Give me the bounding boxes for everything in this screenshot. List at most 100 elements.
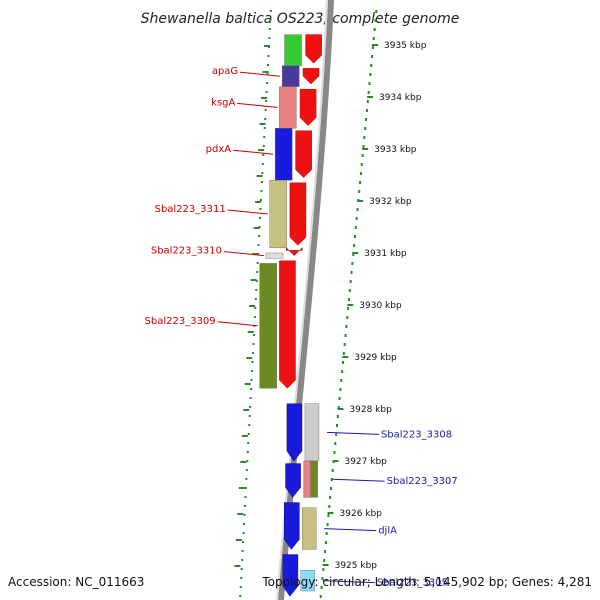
gene-block-Sbal223_3305 — [300, 570, 315, 592]
kbp-label: 3934 kbp — [379, 93, 422, 103]
gene-label-leader — [332, 478, 385, 482]
minor-tick — [235, 539, 242, 541]
ruler-dot — [259, 217, 262, 219]
ruler-dot — [351, 262, 354, 265]
cds-arrows — [279, 34, 322, 597]
ruler-dot — [333, 451, 336, 454]
gene-block-unnamed — [303, 460, 311, 498]
kbp-label: 3925 kbp — [335, 561, 378, 571]
ruler-dot — [347, 307, 350, 310]
kbp-label: 3928 kbp — [349, 405, 392, 415]
ruler-dot — [239, 595, 242, 597]
ruler-dot — [368, 82, 371, 85]
ruler-dot — [252, 334, 255, 336]
ruler-dot — [244, 496, 247, 498]
ruler-dot — [327, 514, 330, 517]
ruler-dot — [242, 532, 245, 534]
ruler-dot — [330, 487, 333, 490]
ruler-dot — [240, 568, 243, 570]
ruler-dot — [342, 352, 345, 355]
ruler-dot — [256, 262, 259, 264]
ruler-dot — [249, 406, 252, 408]
ruler-dot — [241, 559, 244, 561]
ruler-dot — [324, 541, 327, 544]
minor-tick — [259, 123, 266, 125]
ruler-dot — [247, 442, 250, 444]
ruler-dot — [259, 208, 262, 210]
cds-arrow-red — [279, 260, 296, 389]
ruler-dot — [338, 397, 341, 400]
gene-block-ksgA — [279, 86, 297, 129]
ruler-dot — [341, 370, 344, 373]
ruler-dot — [322, 568, 325, 571]
ruler-dot — [251, 361, 254, 363]
ruler-dot — [239, 586, 242, 588]
ruler-dot — [331, 469, 334, 472]
ruler-dot — [353, 244, 356, 247]
ruler-dot — [241, 550, 244, 552]
ruler-dot — [340, 379, 343, 382]
ruler-dot — [321, 577, 324, 580]
ruler-dot — [243, 514, 246, 516]
ruler-dot — [336, 415, 339, 418]
gene-features-left — [259, 34, 302, 389]
ruler-dot — [330, 478, 333, 481]
ruler-dot — [371, 55, 374, 58]
genome-title: Shewanella baltica OS223, complete genom… — [141, 11, 460, 27]
ruler-dot — [262, 154, 265, 156]
minor-tick — [240, 461, 247, 463]
minor-tick — [241, 435, 248, 437]
ruler-dot — [254, 307, 257, 309]
ruler-dot — [266, 82, 269, 84]
minor-tick — [244, 383, 251, 385]
ruler-dot — [348, 289, 351, 292]
ruler-dot — [319, 595, 322, 598]
gene-label-leader — [227, 209, 268, 215]
ruler-dot — [355, 217, 358, 220]
inner-ruler-dotted-line — [234, 10, 272, 597]
ruler-dot — [253, 325, 256, 327]
cds-arrow-red — [302, 68, 320, 85]
ruler-dot — [363, 136, 366, 139]
backbone-highlight — [276, 0, 328, 600]
cds-arrow-red — [289, 182, 307, 246]
gene-block-Sbal223_3310 — [265, 252, 284, 259]
gene-label-leader — [240, 71, 281, 77]
kbp-label: 3929 kbp — [354, 353, 397, 363]
gene-label-Sbal223_3308: Sbal223_3308 — [381, 429, 452, 440]
gene-block-Sbal223_3307 — [310, 460, 318, 498]
ruler-dot — [353, 235, 356, 238]
gene-block-Sbal223_3308 — [304, 403, 320, 462]
ruler-dot — [372, 37, 375, 40]
ruler-dot — [267, 64, 270, 66]
ruler-dot — [344, 334, 347, 337]
cds-arrow-blue — [285, 463, 301, 498]
minor-tick — [258, 149, 265, 151]
ruler-dot — [259, 199, 262, 201]
ruler-dot — [320, 586, 323, 589]
outer-ruler-dotted-line — [319, 10, 378, 598]
gene-label-apaG: apaG — [212, 66, 238, 77]
ruler-dot — [365, 109, 368, 112]
gene-block-Sbal223_3311 — [269, 179, 287, 248]
minor-tick — [264, 45, 270, 47]
ruler-dot — [365, 118, 368, 121]
gene-label-leader — [223, 251, 265, 257]
ruler-dot — [349, 280, 352, 283]
kbp-label: 3932 kbp — [369, 197, 412, 207]
ruler-dot — [367, 91, 370, 94]
topology-text: Topology: circular; Length: 5,145,902 bp… — [261, 575, 592, 589]
kbp-label: 3930 kbp — [359, 301, 402, 311]
ruler-dot — [242, 541, 245, 543]
ruler-dot — [247, 433, 250, 435]
ruler-dot — [346, 316, 349, 319]
cds-arrow-red — [299, 88, 317, 126]
ruler-dot — [328, 505, 331, 508]
minor-tick — [249, 305, 256, 307]
ruler-dot — [261, 163, 264, 165]
gene-label-Sbal223_3310: Sbal223_3310 — [151, 246, 222, 257]
gene-block-apaG — [281, 65, 300, 87]
ruler-dot — [343, 343, 346, 346]
ruler-dot — [245, 469, 248, 471]
